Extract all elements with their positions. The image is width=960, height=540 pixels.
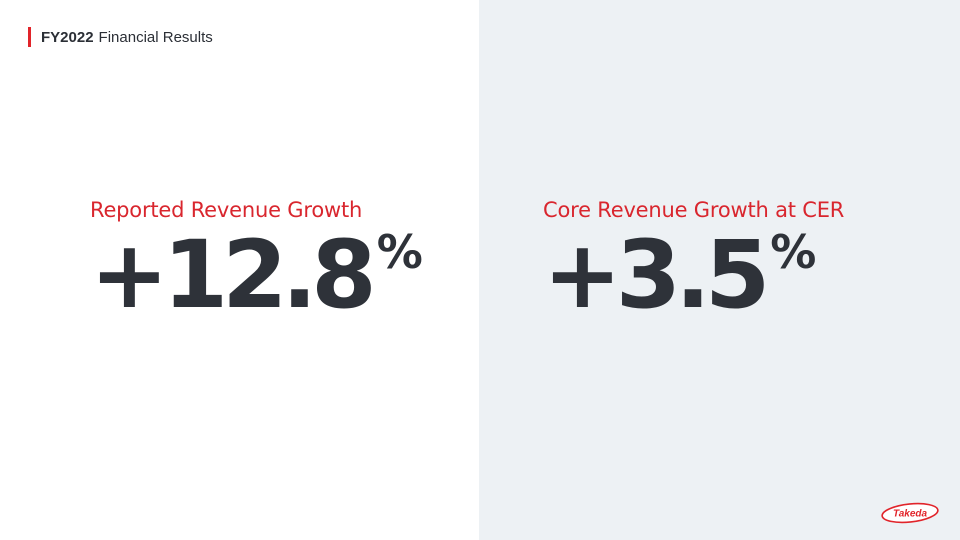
metric-value: +12.8 % [90,221,423,330]
metric-core-revenue-growth: Core Revenue Growth at CER +3.5 % [543,198,844,330]
logo-wordmark: Takeda [893,509,928,520]
header-title: Financial Results [98,28,213,46]
metric-number: +12.8 [90,221,377,330]
takeda-logo: Takeda [881,502,939,524]
metric-number: +3.5 [543,221,770,330]
metric-unit: % [376,225,423,279]
metric-value: +3.5 % [543,222,844,330]
metric-label: Reported Revenue Growth [90,198,363,222]
header-fiscal-year: FY2022 [41,28,94,46]
metric-unit: % [770,225,816,279]
right-panel-background [479,0,960,540]
slide-header: FY2022 Financial Results [28,27,213,47]
metric-reported-revenue-growth: Reported Revenue Growth +12.8 % [90,198,423,330]
metric-label: Core Revenue Growth at CER [543,198,845,222]
header-accent-bar [28,27,31,47]
